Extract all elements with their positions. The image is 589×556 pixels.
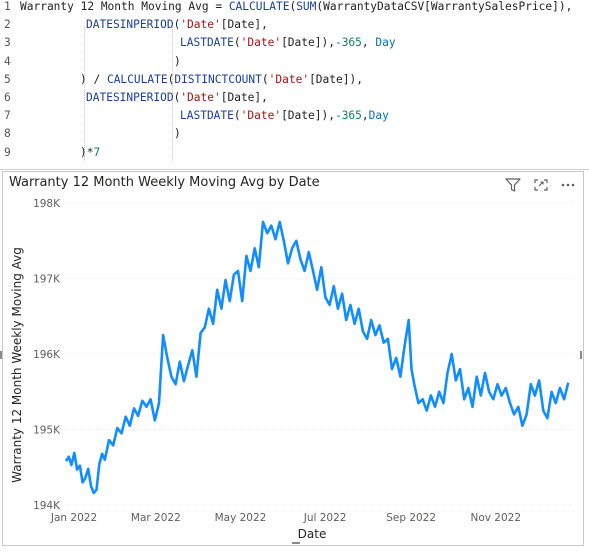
indent-guide [84, 27, 85, 162]
code-token: , [361, 36, 376, 50]
code-token: ) [174, 127, 181, 141]
line-chart: 194K 195K 196K 197K 198K Jan 2022 Mar 2022 May… [10, 198, 571, 541]
line-number: 4 [4, 54, 11, 68]
y-axis-title: Warranty 12 Month Weekly Moving Avg [10, 247, 24, 483]
code-token: [Date]), [281, 36, 335, 50]
code-line[interactable]: 5) / CALCULATE(DISTINCTCOUNT('Date'[Date… [0, 71, 589, 89]
code-text: Warranty 12 Month Moving Avg = CALCULATE… [20, 0, 572, 16]
x-axis-title: Date [298, 527, 327, 541]
line-chart-visual[interactable]: Warranty 12 Month Weekly Moving Avg by D… [2, 171, 584, 546]
code-token: ( [233, 36, 241, 50]
code-token: ( [233, 109, 241, 123]
code-token: [Date], [220, 18, 268, 32]
code-token: 'Date' [240, 36, 282, 50]
code-token: ( [167, 72, 175, 86]
code-token: ) / [80, 72, 107, 86]
code-token: [Date]), [281, 109, 335, 123]
line-number: 9 [4, 145, 11, 159]
code-line[interactable]: 8) [0, 125, 589, 143]
code-text: ) / CALCULATE(DISTINCTCOUNT('Date'[Date]… [80, 71, 363, 89]
editor-separator [0, 169, 589, 170]
resize-handle-left[interactable] [0, 351, 2, 359]
y-tick-label: 197K [33, 274, 61, 286]
code-token: -365 [334, 36, 362, 50]
y-tick-label: 196K [33, 349, 61, 361]
code-token: )* [80, 145, 94, 159]
code-token: 'Date' [268, 72, 310, 86]
more-options-icon[interactable] [560, 178, 576, 192]
code-token: ) [174, 54, 181, 68]
code-line[interactable]: 9 )*7 [0, 144, 589, 162]
code-token: [Date], [220, 91, 268, 104]
code-token: CALCULATE [106, 72, 168, 86]
code-text: DATESINPERIOD('Date'[Date], [86, 89, 268, 107]
x-tick-label: Sep 2022 [386, 512, 436, 524]
code-line[interactable]: 7 LASTDATE('Date'[Date]),-365,Day [0, 107, 589, 125]
y-tick-label: 194K [33, 500, 61, 512]
code-token: [Date]), [309, 72, 363, 86]
code-token: SUM [296, 0, 317, 13]
code-token: (WarrantyDataCSV[WarrantySalesPrice]), [316, 0, 573, 13]
line-number: 5 [4, 72, 11, 86]
filter-icon[interactable] [505, 178, 521, 192]
line-number: 8 [4, 127, 11, 141]
x-tick-label: Mar 2022 [131, 512, 181, 524]
code-line[interactable]: 4) [0, 53, 589, 71]
code-line[interactable]: 3 LASTDATE('Date'[Date]),-365, Day [0, 34, 589, 52]
code-text: ) [174, 125, 181, 143]
code-token: DATESINPERIOD [86, 18, 174, 32]
code-token: Day [375, 36, 396, 50]
code-token: 'Date' [240, 109, 282, 123]
code-token: Warranty 12 Month Moving Avg = [20, 0, 229, 13]
line-number: 1 [4, 0, 11, 13]
code-token: Day [368, 109, 389, 123]
line-number: 7 [4, 109, 11, 123]
code-token: LASTDATE [180, 36, 234, 50]
code-token: 7 [93, 145, 101, 159]
code-text: )*7 [80, 144, 100, 162]
code-token: DATESINPERIOD [86, 91, 174, 104]
x-tick-label: Nov 2022 [470, 512, 521, 524]
code-token: ( [289, 0, 297, 13]
code-token: LASTDATE [180, 109, 234, 123]
x-tick-label: Jan 2022 [50, 512, 97, 524]
series-line[interactable] [64, 220, 570, 495]
y-tick-label: 198K [33, 198, 61, 210]
resize-handle-bottom[interactable] [292, 542, 300, 544]
y-tick-label: 195K [33, 425, 61, 437]
code-line[interactable]: 6 DATESINPERIOD('Date'[Date], [0, 89, 589, 107]
line-number: 3 [4, 36, 11, 50]
code-token: -365 [334, 109, 362, 123]
code-line[interactable]: 1 Warranty 12 Month Moving Avg = CALCULAT… [0, 0, 589, 16]
x-tick-label: May 2022 [215, 512, 267, 524]
focus-mode-icon[interactable] [533, 178, 549, 192]
code-token: ( [173, 91, 181, 104]
code-text: LASTDATE('Date'[Date]),-365,Day [180, 107, 389, 125]
code-text: LASTDATE('Date'[Date]),-365, Day [180, 34, 396, 52]
code-token: ( [173, 18, 181, 32]
code-token: CALCULATE [228, 0, 290, 13]
code-token: 'Date' [180, 18, 221, 32]
code-text: DATESINPERIOD('Date'[Date], [86, 16, 268, 34]
code-token: 'Date' [180, 91, 221, 104]
code-token: , [361, 109, 369, 123]
visual-title: Warranty 12 Month Weekly Moving Avg by D… [9, 175, 320, 190]
line-number: 2 [4, 18, 11, 32]
code-line[interactable]: 2 DATESINPERIOD('Date'[Date], [0, 16, 589, 34]
line-number: 6 [4, 91, 11, 104]
indent-guide [172, 27, 173, 162]
x-tick-label: Jul 2022 [303, 512, 347, 524]
code-token: DISTINCTCOUNT [174, 72, 262, 86]
code-token: ( [261, 72, 269, 86]
dax-formula-editor[interactable]: 1 Warranty 12 Month Moving Avg = CALCULAT… [0, 0, 589, 170]
resize-handle-right[interactable] [580, 351, 582, 359]
code-text: ) [174, 53, 181, 71]
